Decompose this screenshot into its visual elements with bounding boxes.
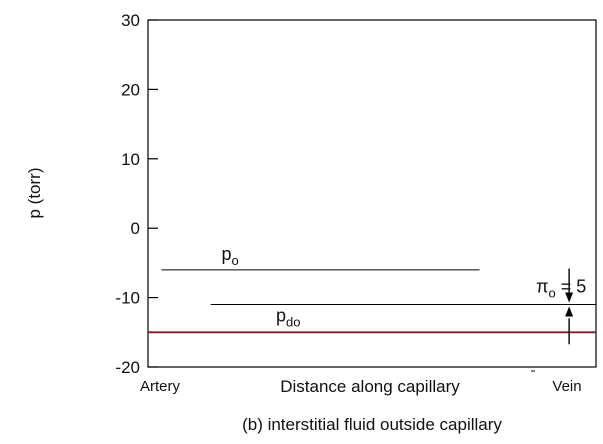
annotation-arrow-up-head [565, 306, 574, 317]
series-label-po-sub: o [231, 253, 238, 268]
x-axis-label: Distance along capillary [280, 377, 460, 396]
series-label-pdo: pdo [276, 305, 300, 329]
series-label-pdo-sub: do [286, 314, 300, 329]
y-tick-labels: 30 20 10 0 -10 -20 [115, 11, 140, 377]
y-tick-label: -20 [115, 358, 140, 377]
annotation-arrows [565, 268, 574, 345]
y-tick-label: -10 [115, 289, 140, 308]
annotation-arrow-down-head [565, 292, 574, 303]
y-tick-label: 30 [121, 11, 140, 30]
y-tick-label: 10 [121, 150, 140, 169]
series-lines [148, 269, 596, 334]
x-start-label: Artery [140, 378, 181, 395]
plot-frame [147, 19, 597, 368]
series-label-po-main: p [221, 244, 231, 264]
figure-caption: (b) interstitial fluid outside capillary [242, 415, 502, 434]
series-label-pdo-main: p [276, 305, 286, 325]
y-tick-label: 20 [121, 80, 140, 99]
annotation-value: = 5 [556, 277, 587, 297]
x-end-label: Vein [552, 378, 581, 395]
annotation-subscript: o [549, 286, 556, 301]
y-tick-label: 0 [131, 219, 140, 238]
annotation-symbol: π [536, 277, 548, 297]
annotation-label: πo = 5 [536, 277, 586, 301]
y-ticks [148, 19, 158, 368]
y-axis-label: p (torr) [25, 168, 44, 219]
series-label-po: po [221, 244, 238, 268]
